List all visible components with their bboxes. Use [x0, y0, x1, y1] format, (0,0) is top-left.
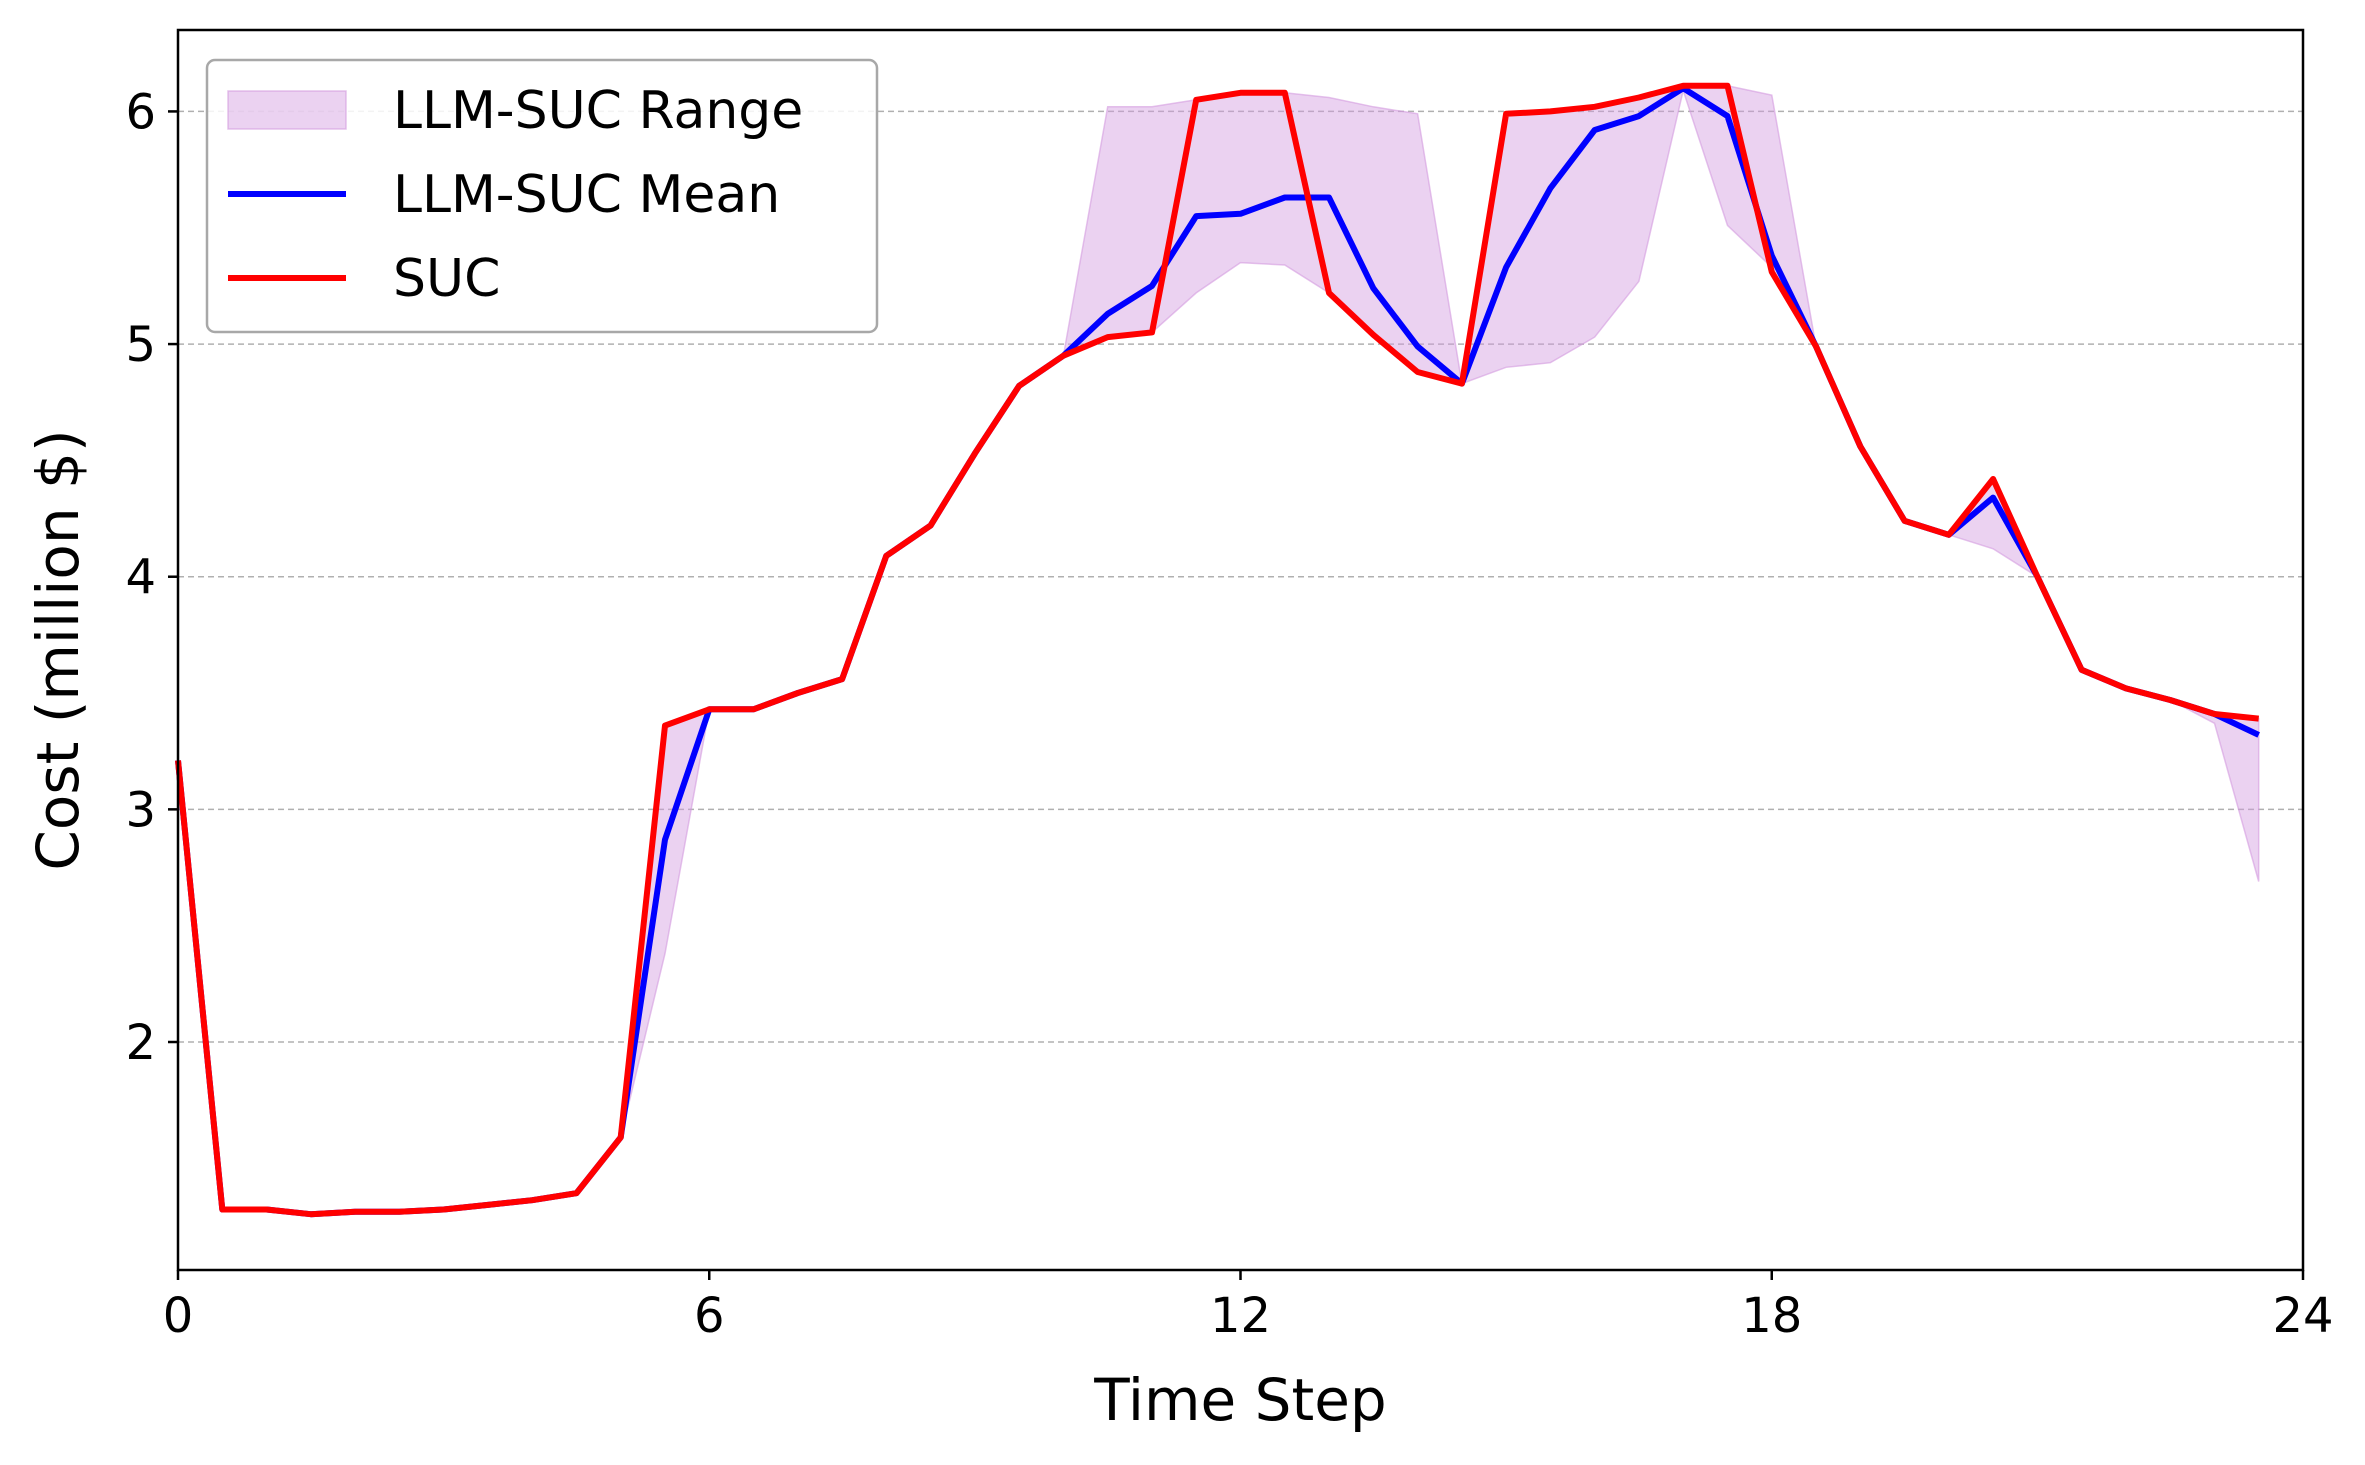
legend-label-range: LLM-SUC Range — [393, 81, 803, 141]
series-lines — [175, 82, 2260, 1218]
x-tick-label: 18 — [1741, 1288, 1802, 1344]
legend-swatch-range — [227, 90, 347, 130]
y-tick-label: 4 — [125, 550, 156, 606]
axis-ticks: 2 3 4 5 6 0 6 12 18 24 — [125, 84, 2333, 1344]
y-tick-label: 2 — [125, 1015, 156, 1071]
x-tick-label: 0 — [163, 1288, 194, 1344]
legend-box — [205, 58, 879, 334]
x-tick-label: 6 — [694, 1288, 725, 1344]
y-axis-title: Cost (million $) — [24, 429, 92, 870]
y-tick-label: 3 — [125, 782, 156, 838]
y-tick-label: 6 — [125, 84, 156, 140]
legend-label-mean: LLM-SUC Mean — [393, 165, 780, 225]
legend-label-suc: SUC — [393, 249, 500, 309]
legend: LLM-SUC Range LLM-SUC Mean SUC — [205, 58, 879, 334]
x-tick-label: 12 — [1210, 1288, 1271, 1344]
x-tick-label: 24 — [2272, 1288, 2333, 1344]
suc-line — [175, 82, 2260, 1218]
x-axis-title: Time Step — [1093, 1366, 1386, 1434]
y-tick-label: 5 — [125, 317, 156, 373]
